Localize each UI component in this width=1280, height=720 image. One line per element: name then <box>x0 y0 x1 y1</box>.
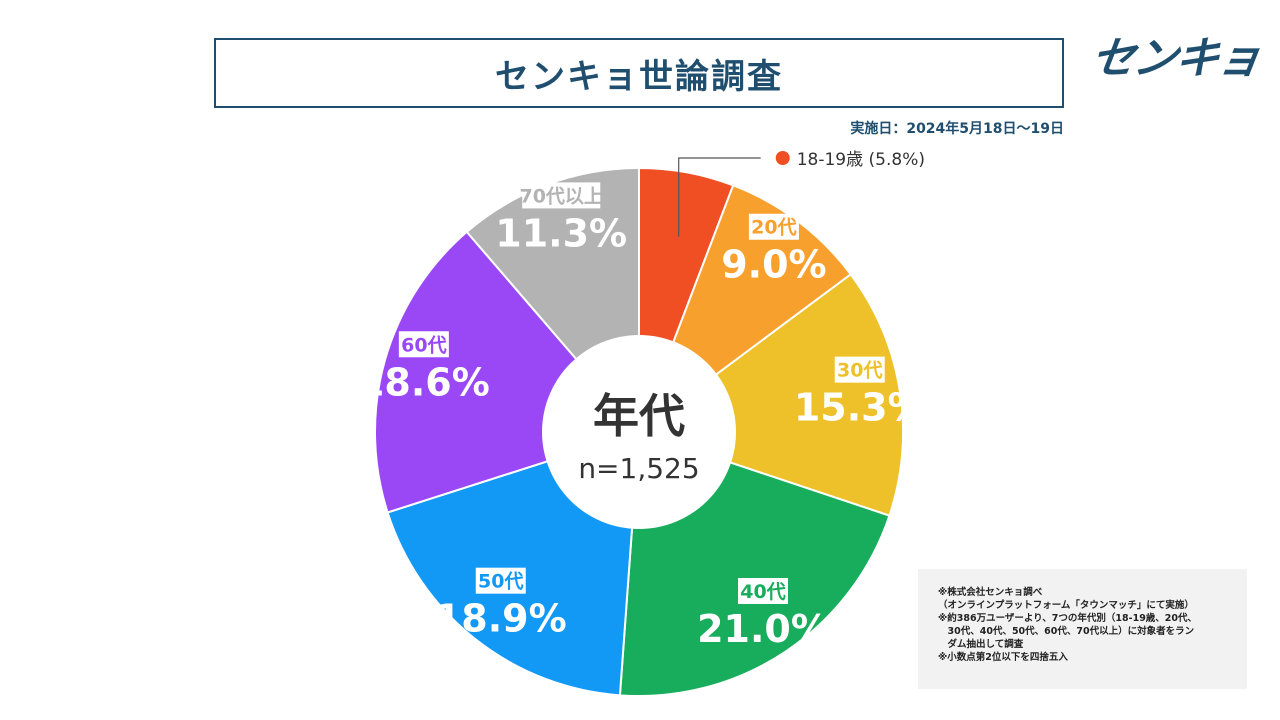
center-label: 年代 <box>593 389 685 443</box>
category-label: 30代 <box>837 360 882 382</box>
note-line: （オンラインプラットフォーム「タウンマッチ」にて実施） <box>938 600 1194 611</box>
value-label: 11.3% <box>495 211 627 255</box>
category-label-bg <box>475 567 526 594</box>
note-line: 30代、40代、50代、60代、70代以上）に対象者をラン <box>938 626 1195 637</box>
value-label: 15.3% <box>794 386 926 430</box>
pie-slice-2 <box>636 272 904 517</box>
center-sublabel: n=1,525 <box>578 452 699 485</box>
survey-date: 実施日：2024年5月18日～19日 <box>850 121 1064 137</box>
slice-label-group-2: 30代 15.3% <box>794 356 926 430</box>
category-label-bg <box>738 577 789 604</box>
title-box: センキョ世論調査 <box>214 38 1064 108</box>
category-label: 70代以上 <box>519 185 602 207</box>
notes-box: ※株式会社センキョ調べ （オンラインプラットフォーム「タウンマッチ」にて実施） … <box>918 569 1247 689</box>
slice-label-group-1: 20代 9.0% <box>721 213 827 287</box>
category-label: 40代 <box>740 581 785 603</box>
value-label: 9.0% <box>721 243 826 287</box>
category-label: 60代 <box>401 334 446 356</box>
donut-hole <box>542 335 736 529</box>
note-line: ※株式会社センキョ調べ <box>938 587 1043 598</box>
legend-label: 18-19歳 (5.8%) <box>797 150 925 170</box>
note-line: ※小数点第2位以下を四捨五入 <box>938 652 1068 663</box>
page-title: センキョ世論調査 <box>495 56 783 97</box>
category-label-bg <box>834 356 885 383</box>
value-label: 18.6% <box>358 360 490 404</box>
note-line: ダム抽出して調査 <box>938 639 1024 650</box>
value-label: 21.0% <box>697 607 829 651</box>
category-label-bg <box>522 182 601 209</box>
category-label: 50代 <box>478 571 523 593</box>
slice-label-group-5: 60代 18.6% <box>358 331 490 404</box>
note-line: ※約386万ユーザーより、7つの年代別（18-19歳、20代、 <box>938 613 1198 624</box>
callout-line <box>678 157 761 237</box>
slice-label-group-6: 70代以上 11.3% <box>495 182 627 255</box>
category-label: 20代 <box>751 217 796 239</box>
slice-label-group-3: 40代 21.0% <box>697 577 829 651</box>
slice-label-group-4: 50代 18.9% <box>435 567 567 641</box>
category-label-bg <box>398 331 449 358</box>
category-label-bg <box>748 213 799 240</box>
legend-dot <box>775 151 790 165</box>
value-label: 18.9% <box>435 597 567 641</box>
